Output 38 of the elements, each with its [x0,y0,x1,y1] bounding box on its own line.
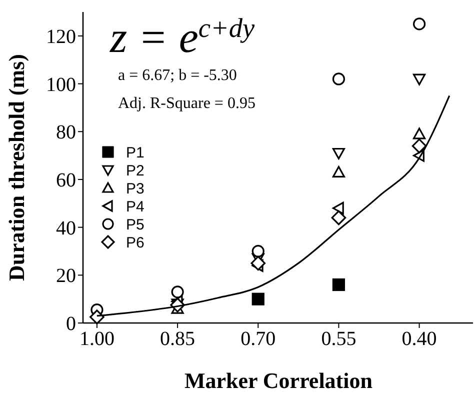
x-tick-label: 1.00 [79,328,114,350]
x-tick-label: 0.40 [402,328,437,350]
x-tick-label: 0.85 [160,328,196,350]
point [412,138,427,154]
point [252,244,264,258]
point [250,256,266,271]
legend-label: P1 [126,144,144,162]
point [252,292,264,306]
point [412,18,426,30]
legend-label: P2 [126,162,144,180]
y-tick-label: 80 [56,122,76,144]
legend-label: P4 [126,198,144,216]
annotation: Adj. R-Square = 0.95 [118,95,256,112]
point [412,128,426,140]
point [171,286,184,298]
y-tick-label: 40 [56,217,76,240]
point [90,310,104,324]
legend-label: P5 [126,216,144,234]
x-tick-label: 0.70 [240,328,276,350]
y-tick-label: 0 [66,313,76,335]
point [332,278,345,292]
point [332,166,345,178]
annotation: z = e$^{c+dy}$ [109,13,256,62]
y-tick-label: 120 [46,26,76,48]
legend-label: P3 [126,180,144,198]
point [331,210,346,226]
annotation: a = 6.67; b = -5.30 [118,67,237,84]
y-axis-title: Duration threshold (ms) [4,54,29,281]
point [332,72,345,86]
x-tick-label: 0.55 [321,328,356,350]
y-tick-label: 60 [56,169,76,192]
legend-label: P6 [126,234,144,252]
x-axis-title: Marker Correlation [184,368,372,393]
y-tick-label: 20 [56,265,76,288]
point [332,148,345,160]
point [332,202,344,214]
y-tick-label: 100 [46,74,76,96]
point [412,74,426,86]
